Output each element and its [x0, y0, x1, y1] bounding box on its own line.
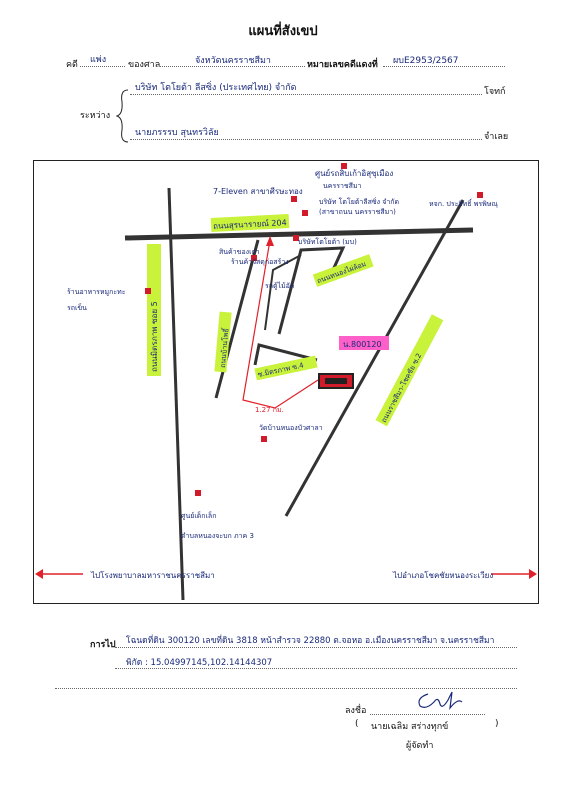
pin-icon	[341, 163, 347, 169]
sign-label: ลงชื่อ	[345, 706, 367, 716]
branch-road-2	[264, 254, 302, 331]
pin-icon	[291, 196, 297, 202]
label-arrow-left: ไปโรงพยาบาลมหาราชนครราชสีมา	[90, 570, 215, 580]
signer-name: นายเฉลิม สร่างทุกข์	[371, 722, 449, 732]
road-left-vertical-text: ถนนมิตรภาพ ซอย 5	[150, 301, 159, 372]
defendant-role: จำเลย	[484, 132, 509, 142]
route-arrowhead	[266, 236, 274, 246]
label-left-shop2: ร้านค้าวัสดุก่อสร้าง	[231, 258, 289, 266]
target-building-inner	[325, 378, 347, 384]
label-center-shop: ร้านอาหารหมูกะทะ	[67, 288, 126, 296]
brace-icon	[116, 89, 129, 143]
court-name: จังหวัดนครราชสีมา	[195, 56, 271, 66]
road-label-soi: ซ.มิตรภาพ ซ.4	[254, 355, 318, 381]
pin-icon	[293, 235, 299, 241]
open-paren: (	[355, 719, 359, 729]
arrow-left-icon	[35, 569, 83, 579]
road-diagonal-text: ถนนราชสีมา-โชคชัย ซ.2	[379, 352, 423, 424]
plaintiff-role: โจทก์	[484, 87, 506, 97]
target-tag-bg	[339, 336, 389, 350]
pin-icon	[302, 210, 308, 216]
label-center-shop2: รถเข็น	[67, 303, 87, 312]
label-seven-eleven: 7-Eleven สาขาศีรษะทอง	[213, 187, 303, 196]
pin-icon	[261, 436, 267, 442]
arrow-right-icon	[491, 569, 537, 579]
target-tag-text: น.800120	[343, 340, 382, 349]
coords: พิกัด : 15.04997145,102.14144307	[126, 658, 273, 668]
road-label-left-vertical: ถนนมิตรภาพ ซอย 5	[147, 244, 161, 376]
road-main-text: ถนนสุรนารายณ์ 204	[213, 217, 287, 231]
road-label-diagonal: ถนนราชสีมา-โชคชัย ซ.2	[375, 314, 444, 427]
court-label: ของศาล	[128, 60, 161, 70]
label-right-top: หจก. ประสิทธิ์ พรพิษณุ	[429, 198, 498, 208]
case-label: คดี	[66, 60, 78, 70]
main-road	[124, 227, 474, 241]
diagonal-road	[284, 199, 465, 517]
pin-icon	[251, 255, 257, 261]
label-arrow-right: ไปอำเภอโชคชัยหนองระเวียง	[392, 570, 493, 580]
label-bottom-shop2: ตำบลหนองจะบก ภาค 3	[181, 532, 254, 540]
road-label-main: ถนนสุรนารายณ์ 204	[210, 213, 290, 233]
case-no-label: หมายเลขคดีแดงที่	[307, 60, 378, 70]
plaintiff-name: บริษัท โตโยต้า ลีสซิ่ง (ประเทศไทย) จำกัด	[135, 83, 297, 93]
label-left-shop: สินค้าของเก่า	[219, 248, 260, 256]
pin-icon	[477, 192, 483, 198]
case-type: แพ่ง	[90, 55, 107, 65]
defendant-name: นายภรรรบ สุนทรวิลัย	[135, 128, 219, 138]
map-frame	[33, 160, 539, 604]
close-paren: )	[495, 719, 499, 729]
label-shop-top: ศูนย์รถสิบเก้าอิสุซุเมือง	[315, 168, 393, 179]
label-soi-top: รถตู้ไม้อัด	[265, 281, 294, 290]
label-company: บริษัท โตโยต้าลีสซิ่ง จำกัด	[319, 197, 399, 206]
route-text: โฉนดที่ดิน 300120 เลขที่ดิน 3818 หน้าสำร…	[126, 636, 495, 646]
left-vertical-road	[167, 187, 185, 601]
pin-icon	[195, 490, 201, 496]
soi-road	[253, 343, 318, 366]
signer-role: ผู้จัดทำ	[406, 741, 434, 751]
case-no: ผบE2953/2567	[393, 56, 459, 66]
route-line	[242, 239, 319, 409]
route-label: การไป	[90, 640, 116, 650]
label-company2: (สาขาถนน นครราชสีมา)	[319, 208, 396, 216]
road-label-right-short: ถนนหนองไผ่ล้อม	[312, 254, 374, 287]
road-label-left2: ถนนบ้านโพธิ์	[214, 311, 232, 373]
between-label: ระหว่าง	[80, 111, 111, 121]
pin-icon	[145, 288, 151, 294]
label-small: บริษัทโตโยต้า (มบ)	[298, 237, 357, 246]
sketch-map: ถนนสุรนารายณ์ 204 ถนนมิตรภาพ ซอย 5 ถนนบ้…	[35, 163, 537, 601]
label-bottom-shop: ศูนย์เด็กเล็ก	[181, 511, 216, 520]
label-temple: วัดบ้านหนองบัวศาลา	[259, 424, 323, 432]
label-distance: 1.27 กม.	[255, 406, 284, 414]
signature-icon	[418, 691, 463, 711]
label-shop-top2: นครราชสีมา	[323, 182, 362, 190]
page-title: แผนที่สังเขป	[248, 24, 318, 39]
